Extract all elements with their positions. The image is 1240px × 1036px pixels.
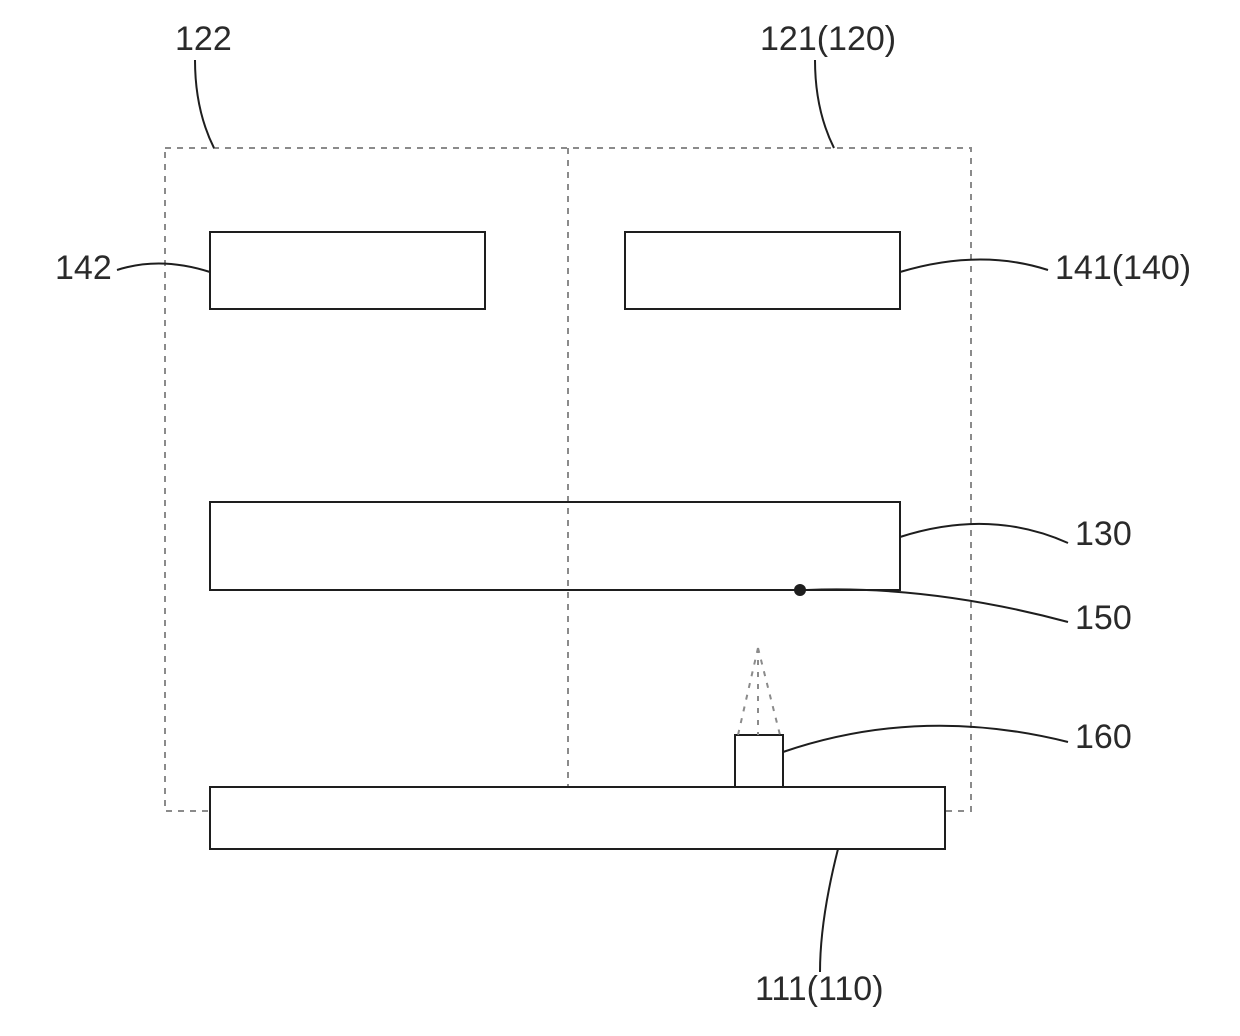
label-142: 142 xyxy=(55,249,112,287)
canvas-bg xyxy=(0,0,1240,1036)
patent-figure: 122 121(120) 142 141(140) 130 150 160 11… xyxy=(0,0,1240,1036)
box-111 xyxy=(210,787,945,849)
label-150: 150 xyxy=(1075,599,1132,637)
label-121-120: 121(120) xyxy=(760,20,896,58)
point-150 xyxy=(794,584,806,596)
label-160: 160 xyxy=(1075,718,1132,756)
label-111-110: 111(110) xyxy=(755,970,884,1008)
label-130: 130 xyxy=(1075,515,1132,553)
label-122: 122 xyxy=(175,20,232,58)
label-141-140: 141(140) xyxy=(1055,249,1191,287)
